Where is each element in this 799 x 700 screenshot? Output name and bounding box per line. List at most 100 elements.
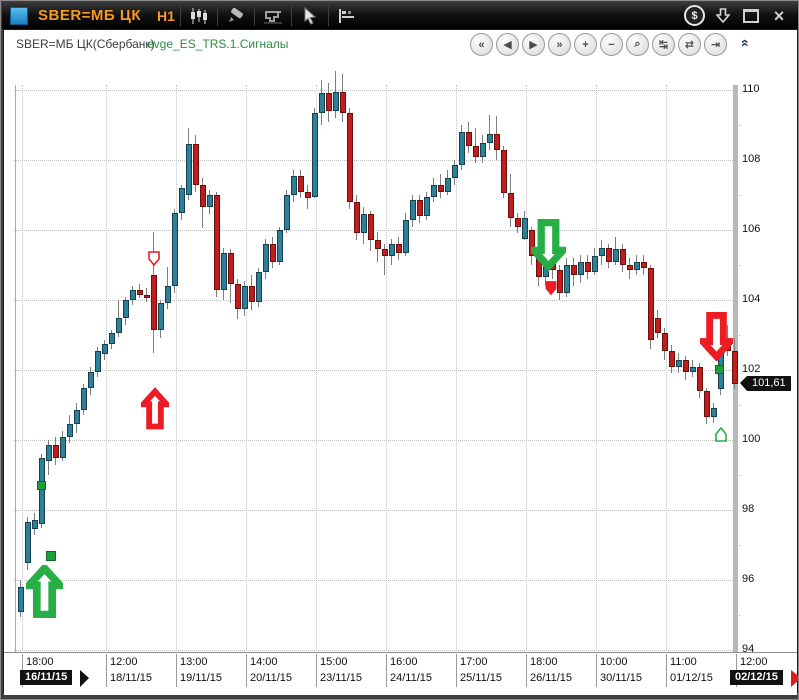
scroll-fast-left-button[interactable]: « (470, 33, 493, 56)
candle-up[interactable] (263, 244, 269, 272)
candle-down[interactable] (585, 262, 591, 272)
candle-up[interactable] (39, 458, 45, 524)
candle-up[interactable] (312, 113, 318, 197)
candle-down[interactable] (529, 230, 535, 256)
candle-up[interactable] (46, 445, 52, 461)
candle-up[interactable] (25, 522, 31, 563)
close-icon[interactable]: × (773, 5, 785, 26)
money-mode-icon[interactable]: $ (684, 5, 705, 26)
candle-up[interactable] (32, 520, 38, 529)
candle-down[interactable] (732, 351, 738, 384)
scroll-fast-right-button[interactable]: » (548, 33, 571, 56)
candle-up[interactable] (165, 286, 171, 303)
candle-up[interactable] (67, 424, 73, 437)
chart-type-candles-icon[interactable] (186, 5, 212, 27)
candle-down[interactable] (669, 351, 675, 367)
candle-up[interactable] (130, 290, 136, 300)
candle-down[interactable] (704, 391, 710, 417)
candle-up[interactable] (186, 144, 192, 195)
candle-up[interactable] (172, 213, 178, 286)
scroll-right-button[interactable]: ▶ (522, 33, 545, 56)
candle-up[interactable] (690, 367, 696, 372)
candle-down[interactable] (200, 185, 206, 207)
candle-down[interactable] (270, 244, 276, 262)
candle-down[interactable] (137, 290, 143, 295)
candle-down[interactable] (438, 185, 444, 192)
candle-up[interactable] (221, 253, 227, 290)
candle-down[interactable] (214, 195, 220, 290)
candle-up[interactable] (102, 344, 108, 354)
candle-up[interactable] (592, 256, 598, 272)
candle-up[interactable] (256, 272, 262, 302)
candle-up[interactable] (480, 143, 486, 157)
candle-down[interactable] (382, 249, 388, 256)
candle-down[interactable] (249, 286, 255, 302)
candle-down[interactable] (193, 144, 199, 185)
candlestick-plot[interactable]: 110 108 106 104 102 100 98 96 94 101,61 (4, 57, 797, 692)
candle-up[interactable] (319, 93, 325, 113)
candle-down[interactable] (235, 284, 241, 309)
candle-up[interactable] (179, 188, 185, 213)
candle-down[interactable] (53, 445, 59, 458)
draw-pencil-icon[interactable] (223, 5, 249, 27)
candle-down[interactable] (508, 193, 514, 218)
candle-up[interactable] (109, 333, 115, 344)
zoom-in-button[interactable]: + (574, 33, 597, 56)
candle-up[interactable] (522, 218, 528, 239)
candle-up[interactable] (424, 197, 430, 216)
candle-up[interactable] (613, 249, 619, 262)
candle-up[interactable] (277, 230, 283, 262)
candle-up[interactable] (291, 176, 297, 195)
candle-up[interactable] (88, 372, 94, 388)
candle-down[interactable] (683, 360, 689, 372)
candle-up[interactable] (676, 360, 682, 367)
go-to-end-button[interactable]: ⇥ (704, 33, 727, 56)
candle-down[interactable] (606, 248, 612, 262)
levels-settings-icon[interactable] (334, 5, 360, 27)
compress-candles-button[interactable]: ⇄ (678, 33, 701, 56)
candle-up[interactable] (564, 265, 570, 293)
download-arrow-icon[interactable] (713, 7, 733, 25)
candle-down[interactable] (648, 268, 654, 340)
candle-down[interactable] (571, 265, 577, 275)
candle-up[interactable] (81, 388, 87, 410)
candle-down[interactable] (368, 214, 374, 240)
candle-down[interactable] (620, 249, 626, 265)
candle-up[interactable] (242, 286, 248, 309)
candle-up[interactable] (431, 185, 437, 197)
zoom-out-button[interactable]: − (600, 33, 623, 56)
candle-up[interactable] (711, 408, 717, 417)
candle-down[interactable] (326, 93, 332, 111)
candle-down[interactable] (697, 367, 703, 391)
candle-down[interactable] (340, 92, 346, 113)
candle-down[interactable] (151, 275, 157, 330)
candle-down[interactable] (228, 253, 234, 284)
candle-up[interactable] (578, 262, 584, 275)
candle-down[interactable] (501, 150, 507, 193)
candle-up[interactable] (445, 178, 451, 192)
strategy-label[interactable]: evge_ES_TRS.1.Сигналы (147, 37, 289, 51)
candle-up[interactable] (410, 200, 416, 220)
candle-up[interactable] (333, 92, 339, 111)
candle-up[interactable] (207, 195, 213, 207)
candle-up[interactable] (74, 410, 80, 424)
candle-down[interactable] (417, 200, 423, 216)
candle-up[interactable] (389, 244, 395, 256)
candle-down[interactable] (305, 192, 311, 198)
candle-up[interactable] (403, 220, 409, 253)
candle-up[interactable] (284, 195, 290, 230)
cursor-pointer-icon[interactable] (297, 5, 323, 27)
candle-up[interactable] (123, 300, 129, 318)
scroll-left-button[interactable]: ◀ (496, 33, 519, 56)
candle-down[interactable] (354, 202, 360, 233)
maximize-icon[interactable] (741, 7, 761, 25)
candle-up[interactable] (599, 248, 605, 256)
candle-down[interactable] (375, 240, 381, 249)
measure-tool-icon[interactable] (260, 5, 286, 27)
candle-up[interactable] (60, 437, 66, 458)
candle-up[interactable] (487, 134, 493, 143)
candle-up[interactable] (634, 262, 640, 270)
candle-up[interactable] (18, 587, 24, 612)
candle-up[interactable] (452, 165, 458, 178)
candle-down[interactable] (557, 270, 563, 293)
